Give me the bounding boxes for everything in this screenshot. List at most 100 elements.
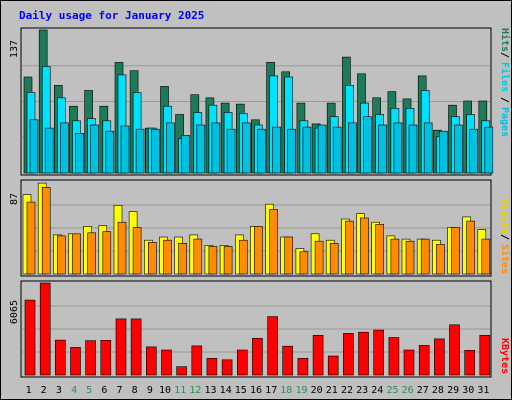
x-tick-label-26: 26 bbox=[402, 385, 414, 396]
sites-bar-23 bbox=[360, 217, 369, 275]
kbytes-bar-13 bbox=[206, 357, 218, 376]
legend-sep-1: / bbox=[499, 52, 510, 58]
legend-sites: Sites bbox=[499, 244, 511, 274]
sites-bar-3 bbox=[56, 235, 66, 275]
kbytes-bar-24 bbox=[373, 329, 385, 376]
pages-bar-19 bbox=[302, 126, 312, 174]
pages-bar-6 bbox=[105, 130, 115, 174]
kbytes-bar-30 bbox=[464, 349, 476, 376]
pages-bar-16 bbox=[257, 128, 266, 174]
kbytes-bar-27 bbox=[418, 345, 430, 376]
pages-bar-3 bbox=[59, 122, 69, 174]
x-tick-label-9: 9 bbox=[147, 385, 153, 396]
legend-pages: Pages bbox=[499, 107, 510, 137]
kbytes-bar-15 bbox=[237, 349, 248, 376]
hits-ymax-label: 137 bbox=[9, 40, 20, 58]
sites-bar-1 bbox=[26, 201, 36, 275]
kbytes-bar-8 bbox=[130, 318, 142, 376]
sites-bar-24 bbox=[375, 224, 385, 275]
pages-bar-17 bbox=[272, 126, 281, 174]
visits-ymax-label: 87 bbox=[9, 193, 20, 205]
sites-bar-2 bbox=[41, 187, 51, 275]
x-tick-label-21: 21 bbox=[326, 385, 338, 396]
x-tick-label-16: 16 bbox=[250, 385, 262, 396]
pages-bar-12 bbox=[196, 124, 206, 174]
kbytes-bar-18 bbox=[282, 345, 294, 376]
x-tick-label-29: 29 bbox=[447, 385, 459, 396]
pages-bar-25 bbox=[393, 122, 403, 174]
pages-bar-20 bbox=[317, 124, 327, 174]
kbytes-bar-14 bbox=[221, 359, 233, 376]
kbytes-bar-23 bbox=[358, 331, 369, 376]
x-tick-label-15: 15 bbox=[235, 385, 247, 396]
pages-bar-4 bbox=[75, 133, 84, 174]
pages-bar-8 bbox=[135, 128, 145, 174]
kbytes-bar-3 bbox=[54, 339, 66, 376]
x-tick-label-19: 19 bbox=[295, 385, 307, 396]
sites-bar-14 bbox=[223, 246, 233, 275]
sites-bar-11 bbox=[178, 243, 187, 275]
sites-bar-28 bbox=[436, 244, 445, 275]
pages-bar-22 bbox=[348, 122, 357, 174]
x-tick-label-1: 1 bbox=[26, 385, 32, 396]
pages-bar-21 bbox=[332, 126, 342, 174]
pages-bar-14 bbox=[226, 128, 236, 174]
kbytes-bar-29 bbox=[449, 324, 460, 376]
x-tick-label-27: 27 bbox=[417, 385, 429, 396]
legend-sep-2: / bbox=[499, 97, 510, 103]
x-tick-label-23: 23 bbox=[356, 385, 368, 396]
x-tick-label-12: 12 bbox=[189, 385, 201, 396]
pages-bar-5 bbox=[90, 124, 99, 174]
x-tick-label-30: 30 bbox=[462, 385, 474, 396]
kbytes-bar-11 bbox=[176, 366, 187, 376]
pages-bar-26 bbox=[408, 124, 418, 174]
top-legend: Hits bbox=[499, 28, 511, 52]
legend-files: Files bbox=[499, 62, 511, 92]
kbytes-bar-21 bbox=[327, 355, 339, 376]
kbytes-bar-26 bbox=[403, 349, 415, 376]
sites-bar-8 bbox=[132, 227, 142, 275]
kbytes-bar-6 bbox=[100, 339, 112, 376]
pages-bar-30 bbox=[469, 128, 479, 174]
kbytes-bar-4 bbox=[70, 347, 81, 376]
pages-bar-31 bbox=[484, 126, 494, 174]
pages-bar-1 bbox=[29, 119, 39, 174]
sites-bar-5 bbox=[87, 232, 96, 275]
pages-bar-27 bbox=[423, 122, 433, 174]
kbytes-bar-5 bbox=[85, 340, 96, 376]
pages-bar-10 bbox=[166, 122, 175, 174]
chart-title: Daily usage for January 2025 bbox=[19, 9, 204, 22]
pages-bar-29 bbox=[454, 124, 463, 174]
sites-bar-29 bbox=[451, 227, 460, 275]
sites-bar-19 bbox=[299, 251, 309, 275]
sites-bar-17 bbox=[269, 209, 278, 275]
legend-sep-3: / bbox=[499, 234, 510, 240]
sites-bar-21 bbox=[329, 243, 339, 275]
sites-bar-25 bbox=[390, 238, 400, 275]
sites-bar-26 bbox=[405, 240, 415, 275]
sites-bar-9 bbox=[148, 242, 157, 275]
x-tick-label-10: 10 bbox=[159, 385, 171, 396]
legend-files-wrap: Files bbox=[499, 62, 511, 92]
pages-bar-7 bbox=[120, 125, 130, 174]
kbytes-bar-20 bbox=[312, 334, 324, 376]
legend-pages-wrap: Pages bbox=[499, 107, 510, 137]
kbytes-bar-2 bbox=[39, 282, 51, 376]
sites-bar-6 bbox=[102, 231, 112, 275]
kbytes-bar-28 bbox=[434, 338, 445, 376]
legend-kbytes: KBytes bbox=[499, 338, 510, 374]
sites-bar-31 bbox=[481, 238, 491, 275]
kbytes-bar-31 bbox=[479, 334, 491, 376]
sites-bar-7 bbox=[117, 221, 127, 275]
x-tick-label-17: 17 bbox=[265, 385, 277, 396]
sites-bar-4 bbox=[72, 233, 81, 275]
pages-bar-11 bbox=[181, 135, 190, 174]
legend-hits: Hits bbox=[499, 28, 511, 52]
x-tick-label-7: 7 bbox=[116, 385, 122, 396]
x-tick-label-3: 3 bbox=[56, 385, 62, 396]
kbytes-bar-12 bbox=[191, 345, 203, 376]
pages-bar-13 bbox=[211, 122, 221, 174]
pages-bar-28 bbox=[439, 130, 448, 174]
x-tick-label-24: 24 bbox=[371, 385, 383, 396]
